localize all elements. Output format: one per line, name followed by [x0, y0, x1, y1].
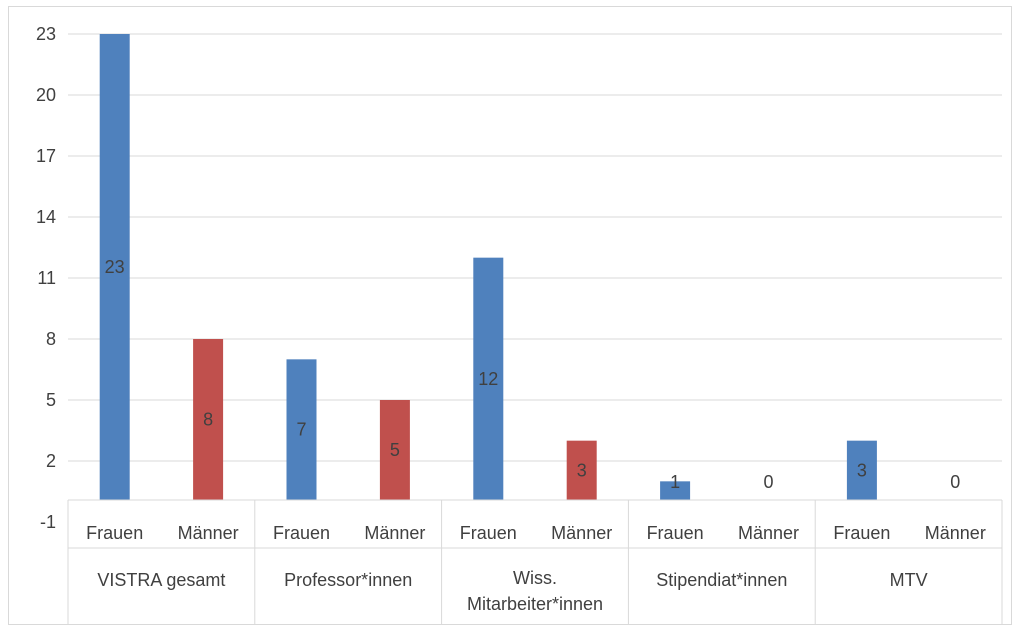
y-tick-label: 20 — [36, 85, 56, 105]
sub-category-label: Männer — [738, 523, 799, 543]
y-axis-tick-labels: 23 20 17 14 11 8 5 2 -1 — [36, 24, 56, 532]
data-label: 3 — [577, 460, 587, 480]
data-label: 0 — [950, 472, 960, 492]
sub-category-label: Männer — [925, 523, 986, 543]
y-tick-label: 8 — [46, 329, 56, 349]
group-label: Stipendiat*innen — [656, 570, 787, 590]
sub-category-label: Frauen — [647, 523, 704, 543]
chart-border — [8, 6, 1012, 625]
data-labels: 23 8 7 5 12 3 1 0 3 0 — [105, 257, 961, 492]
y-tick-label: 23 — [36, 24, 56, 44]
data-label: 0 — [763, 472, 773, 492]
bar-maenner — [193, 339, 224, 500]
data-label: 1 — [670, 472, 680, 492]
bar-maenner — [379, 400, 410, 500]
sub-category-label: Männer — [178, 523, 239, 543]
sub-category-label: Frauen — [273, 523, 330, 543]
data-label: 7 — [296, 420, 306, 440]
x-axis: VISTRA gesamt Professor*innen Wiss. Mitarbe… — [67, 499, 1003, 624]
y-tick-label: 2 — [46, 451, 56, 471]
group-label: Wiss. — [513, 568, 557, 588]
data-label: 3 — [857, 460, 867, 480]
bar-frauen — [473, 257, 504, 500]
sub-category-label: Frauen — [86, 523, 143, 543]
group-label: Mitarbeiter*innen — [467, 594, 603, 614]
sub-category-label: Männer — [551, 523, 612, 543]
bar-maenner — [566, 440, 597, 500]
bar-frauen — [286, 359, 317, 500]
group-label: Professor*innen — [284, 570, 412, 590]
group-label: VISTRA gesamt — [97, 570, 225, 590]
y-tick-label: 11 — [37, 268, 56, 288]
sub-category-label: Frauen — [460, 523, 517, 543]
bars — [99, 34, 877, 500]
data-label: 12 — [478, 369, 498, 389]
bar-frauen — [99, 34, 130, 500]
y-tick-label: 5 — [46, 390, 56, 410]
sub-category-label: Frauen — [833, 523, 890, 543]
y-tick-label: -1 — [40, 512, 56, 532]
sub-category-label: Männer — [364, 523, 425, 543]
bar-frauen — [660, 481, 691, 500]
data-label: 5 — [390, 440, 400, 460]
bar-frauen — [846, 440, 877, 500]
gridlines — [68, 33, 1002, 462]
y-tick-label: 14 — [36, 207, 56, 227]
group-label: MTV — [890, 570, 928, 590]
data-label: 23 — [105, 257, 125, 277]
y-tick-label: 17 — [36, 146, 56, 166]
data-label: 8 — [203, 410, 213, 430]
